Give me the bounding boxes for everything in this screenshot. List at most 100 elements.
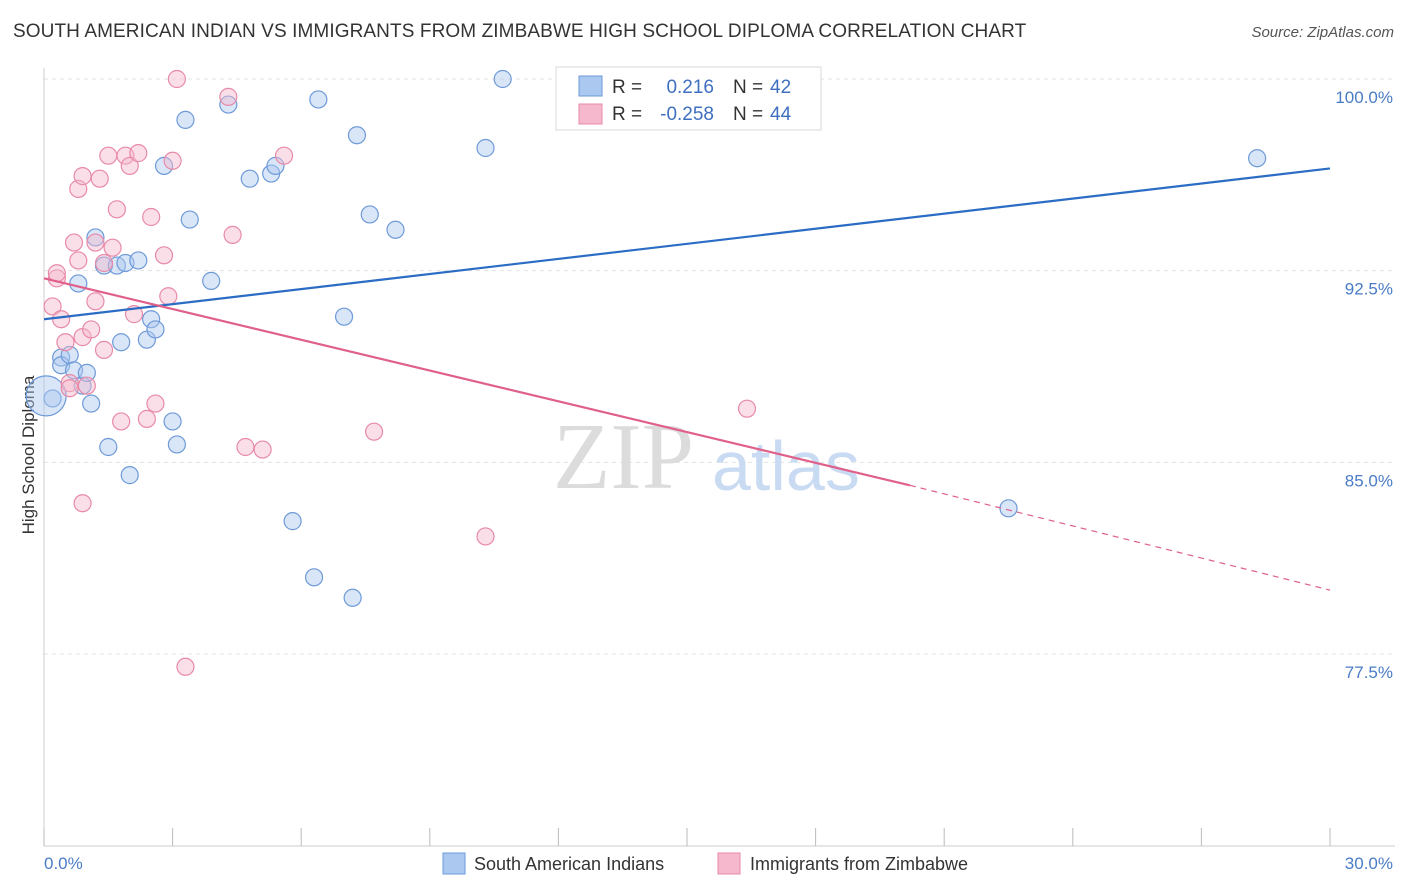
point-south-american-indians bbox=[176, 110, 195, 129]
point-immigrants-from-zimbabwe bbox=[107, 200, 126, 219]
point-immigrants-from-zimbabwe bbox=[223, 225, 242, 244]
legend-n-value-pink: 44 bbox=[770, 104, 792, 125]
point-south-american-indians bbox=[163, 412, 182, 431]
y-axis-title: High School Diploma bbox=[19, 375, 38, 534]
trend-lines bbox=[43, 167, 1331, 591]
y-tick-label: 92.5% bbox=[1345, 280, 1393, 299]
point-immigrants-from-zimbabwe bbox=[120, 156, 139, 175]
point-immigrants-from-zimbabwe bbox=[86, 292, 105, 311]
point-immigrants-from-zimbabwe bbox=[103, 238, 122, 257]
trend-line-immigrants-from-zimbabwe bbox=[43, 277, 911, 487]
legend-bottom: South American Indians Immigrants from Z… bbox=[442, 852, 968, 875]
point-south-american-indians bbox=[129, 251, 148, 270]
point-south-american-indians bbox=[476, 138, 495, 158]
point-immigrants-from-zimbabwe bbox=[364, 422, 384, 441]
watermark: ZIP atlas bbox=[553, 405, 860, 509]
point-south-american-indians bbox=[82, 394, 101, 413]
legend-n-label-blue: N = bbox=[733, 77, 763, 98]
point-immigrants-from-zimbabwe bbox=[94, 340, 114, 359]
point-south-american-indians bbox=[334, 307, 354, 326]
y-tick-label: 100.0% bbox=[1335, 88, 1393, 107]
y-tick-label: 77.5% bbox=[1345, 663, 1393, 682]
point-immigrants-from-zimbabwe bbox=[90, 169, 109, 188]
legend-r-value-blue: 0.216 bbox=[666, 77, 714, 98]
point-south-american-indians bbox=[99, 437, 118, 457]
series-immigrants-from-zimbabwe bbox=[43, 69, 757, 676]
point-immigrants-from-zimbabwe bbox=[52, 310, 71, 329]
legend-top: R = 0.216 N = 42 R = -0.258 N = 44 bbox=[555, 66, 822, 131]
legend-n-value-blue: 42 bbox=[770, 77, 791, 98]
bottom-legend-label-pink: Immigrants from Zimbabwe bbox=[750, 854, 968, 874]
point-south-american-indians bbox=[180, 210, 199, 229]
point-immigrants-from-zimbabwe bbox=[94, 253, 114, 273]
point-immigrants-from-zimbabwe bbox=[112, 412, 131, 431]
point-south-american-indians bbox=[146, 320, 165, 339]
point-south-american-indians bbox=[309, 90, 328, 109]
point-immigrants-from-zimbabwe bbox=[60, 379, 79, 398]
bottom-legend-swatch-pink bbox=[717, 852, 741, 875]
point-immigrants-from-zimbabwe bbox=[64, 233, 84, 252]
point-immigrants-from-zimbabwe bbox=[219, 87, 238, 106]
y-tick-label: 85.0% bbox=[1345, 471, 1393, 490]
point-south-american-indians bbox=[120, 466, 139, 485]
point-immigrants-from-zimbabwe bbox=[99, 146, 118, 165]
point-south-american-indians bbox=[999, 499, 1018, 518]
point-immigrants-from-zimbabwe bbox=[82, 320, 101, 339]
point-south-american-indians bbox=[343, 588, 362, 607]
point-south-american-indians bbox=[77, 363, 96, 382]
point-immigrants-from-zimbabwe bbox=[154, 246, 174, 265]
y-tick-labels: 100.0% 92.5% 85.0% 77.5% bbox=[1335, 88, 1393, 682]
point-south-american-indians bbox=[1248, 149, 1267, 168]
point-south-american-indians-large bbox=[25, 375, 67, 417]
x-tick-label-min: 0.0% bbox=[44, 854, 83, 873]
point-south-american-indians bbox=[360, 205, 379, 224]
point-south-american-indians bbox=[86, 228, 105, 247]
point-south-american-indians bbox=[283, 512, 302, 531]
point-south-american-indians bbox=[493, 69, 512, 89]
point-immigrants-from-zimbabwe bbox=[176, 657, 195, 676]
point-immigrants-from-zimbabwe bbox=[159, 287, 178, 306]
series-south-american-indians bbox=[25, 69, 1267, 607]
point-south-american-indians bbox=[219, 95, 238, 114]
point-immigrants-from-zimbabwe bbox=[142, 207, 161, 227]
point-immigrants-from-zimbabwe bbox=[274, 146, 294, 165]
x-tick-label-max: 30.0% bbox=[1345, 854, 1393, 873]
point-south-american-indians bbox=[142, 310, 161, 329]
point-south-american-indians bbox=[43, 389, 62, 408]
legend-r-label-blue: R = bbox=[612, 77, 642, 98]
point-immigrants-from-zimbabwe bbox=[146, 394, 165, 413]
point-immigrants-from-zimbabwe bbox=[129, 144, 148, 163]
legend-r-value-pink: -0.258 bbox=[660, 104, 714, 125]
point-immigrants-from-zimbabwe bbox=[69, 251, 88, 270]
watermark-atlas: atlas bbox=[712, 427, 860, 505]
point-immigrants-from-zimbabwe bbox=[73, 167, 92, 186]
trend-line-south-american-indians bbox=[43, 167, 1331, 321]
point-immigrants-from-zimbabwe bbox=[137, 409, 156, 428]
legend-swatch-pink bbox=[578, 103, 603, 125]
point-immigrants-from-zimbabwe bbox=[77, 376, 96, 395]
point-immigrants-from-zimbabwe bbox=[476, 527, 495, 546]
axes bbox=[43, 68, 1395, 847]
point-immigrants-from-zimbabwe bbox=[737, 399, 757, 418]
point-south-american-indians bbox=[386, 220, 405, 239]
point-south-american-indians bbox=[347, 126, 367, 145]
bottom-legend-swatch-blue bbox=[442, 852, 466, 875]
point-immigrants-from-zimbabwe bbox=[163, 151, 182, 170]
point-south-american-indians bbox=[202, 271, 221, 290]
point-immigrants-from-zimbabwe bbox=[73, 494, 92, 513]
point-south-american-indians bbox=[240, 169, 259, 188]
point-south-american-indians bbox=[167, 435, 186, 454]
point-immigrants-from-zimbabwe bbox=[43, 297, 62, 316]
point-immigrants-from-zimbabwe bbox=[56, 333, 75, 352]
source-credit: Source: ZipAtlas.com bbox=[1251, 24, 1394, 41]
point-south-american-indians bbox=[112, 333, 131, 352]
legend-swatch-blue bbox=[578, 75, 603, 97]
point-immigrants-from-zimbabwe bbox=[167, 69, 186, 89]
point-immigrants-from-zimbabwe bbox=[236, 437, 255, 457]
legend-r-label-pink: R = bbox=[612, 104, 642, 125]
point-south-american-indians bbox=[154, 156, 174, 175]
x-ticks bbox=[43, 828, 1331, 846]
trend-line-immigrants-from-zimbabwe-extension bbox=[909, 484, 1331, 591]
bottom-legend-label-blue: South American Indians bbox=[474, 854, 664, 874]
